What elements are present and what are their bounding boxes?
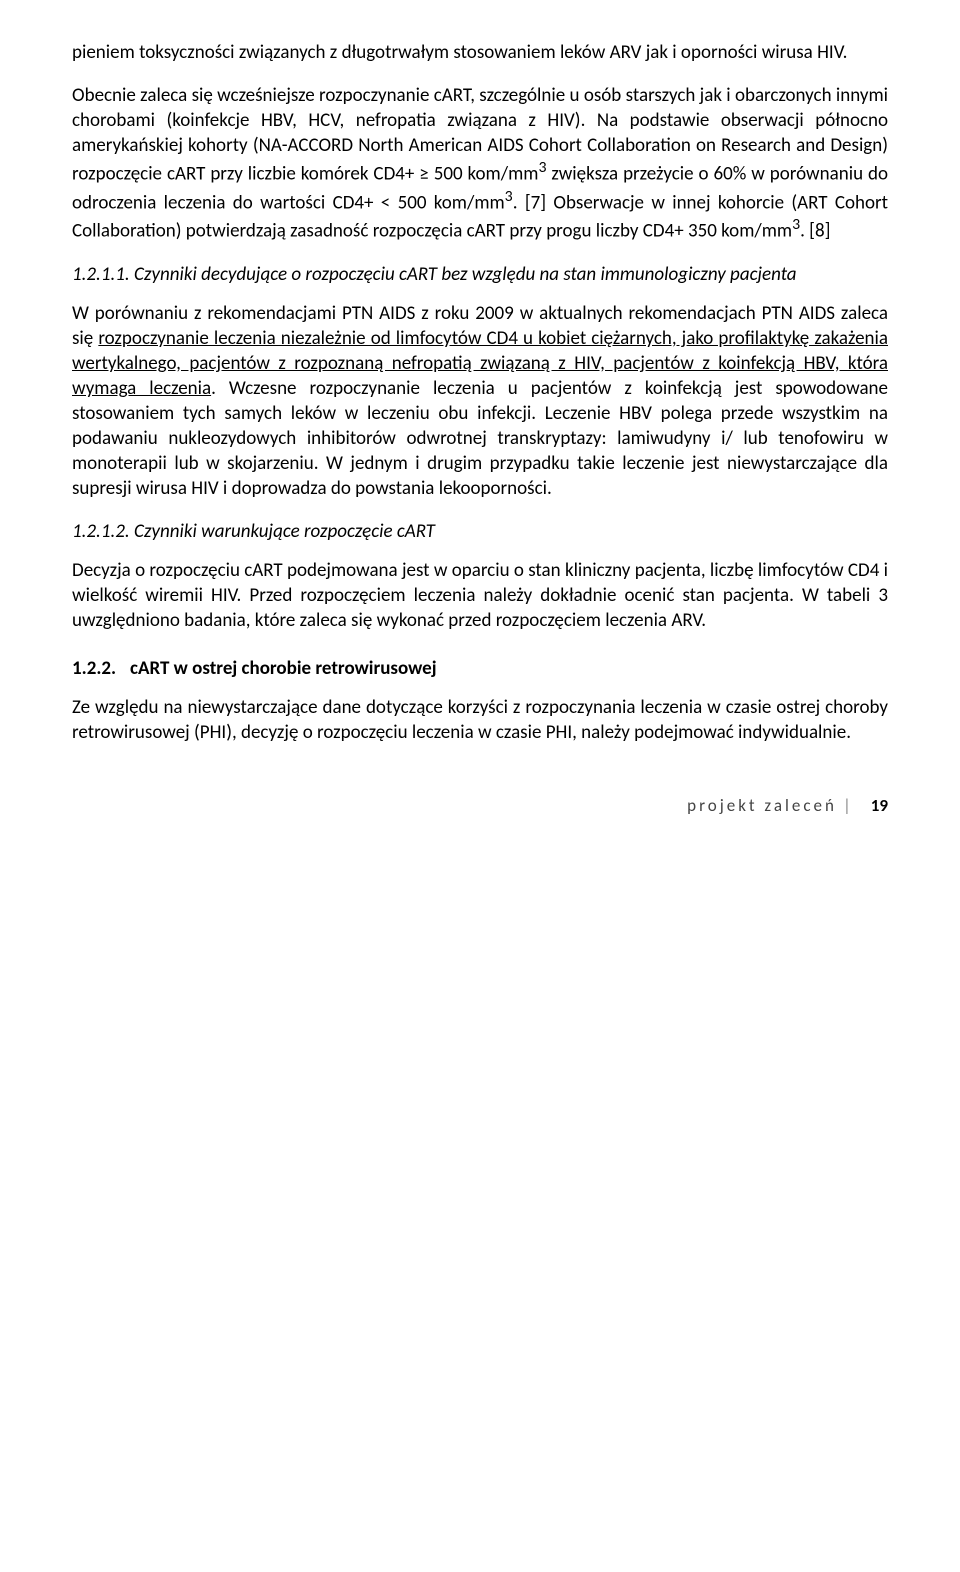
heading-1-2-1-2: 1.2.1.2. Czynniki warunkujące rozpoczęci… <box>72 519 888 544</box>
paragraph-intro: pieniem toksyczności związanych z długot… <box>72 40 888 65</box>
heading-1-2-2: 1.2.2.cART w ostrej chorobie retrowiruso… <box>72 656 888 681</box>
superscript: 3 <box>505 187 513 206</box>
paragraph-decision: Decyzja o rozpoczęciu cART podejmowana j… <box>72 558 888 633</box>
page-number: 19 <box>871 795 888 816</box>
superscript: 3 <box>792 215 800 234</box>
heading-number: 1.2.1.1. <box>72 263 130 286</box>
paragraph-recommendation: W porównaniu z rekomendacjami PTN AIDS z… <box>72 301 888 502</box>
paragraph-evidence: Obecnie zaleca się wcześniejsze rozpoczy… <box>72 83 888 243</box>
footer-label: projekt zaleceń <box>687 795 837 816</box>
heading-number: 1.2.2. <box>72 656 130 681</box>
text-segment: . [8] <box>800 219 830 242</box>
heading-text: Czynniki decydujące o rozpoczęciu cART b… <box>130 263 797 286</box>
footer-separator: | <box>843 795 851 816</box>
heading-text: cART w ostrej chorobie retrowirusowej <box>130 657 437 680</box>
page-footer: projekt zaleceń | 19 <box>72 795 888 816</box>
heading-1-2-1-1: 1.2.1.1. Czynniki decydujące o rozpoczęc… <box>72 262 888 287</box>
heading-text: Czynniki warunkujące rozpoczęcie cART <box>130 520 435 543</box>
heading-number: 1.2.1.2. <box>72 520 130 543</box>
paragraph-phi: Ze względu na niewystarczające dane doty… <box>72 695 888 745</box>
